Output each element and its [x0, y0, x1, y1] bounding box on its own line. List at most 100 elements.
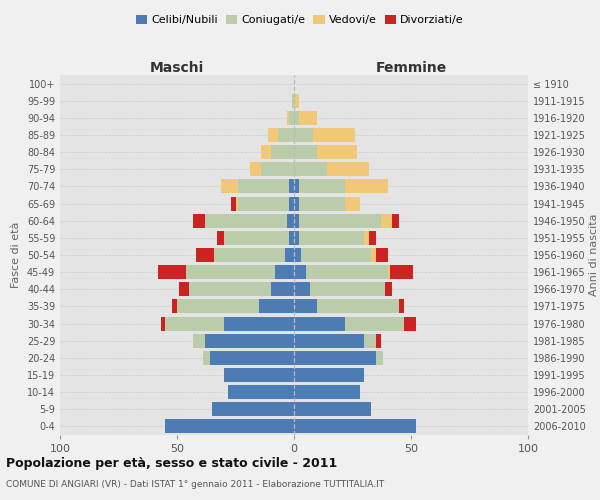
Bar	[203, 351, 210, 365]
Text: Maschi: Maschi	[150, 61, 204, 75]
Bar	[400, 300, 404, 314]
Bar	[294, 282, 310, 296]
Bar	[289, 111, 294, 125]
Bar	[229, 385, 294, 399]
Bar	[214, 248, 284, 262]
Bar	[193, 214, 205, 228]
Bar	[294, 162, 327, 176]
Bar	[294, 420, 416, 434]
Bar	[271, 145, 294, 159]
Bar	[278, 128, 294, 142]
Bar	[376, 334, 380, 347]
Bar	[238, 196, 289, 210]
Bar	[210, 351, 294, 365]
Bar	[294, 351, 376, 365]
Bar	[380, 214, 392, 228]
Bar	[369, 231, 376, 245]
Bar	[294, 94, 299, 108]
Bar	[299, 111, 317, 125]
Bar	[271, 282, 294, 296]
Bar	[177, 300, 259, 314]
Bar	[224, 368, 294, 382]
Bar	[179, 282, 188, 296]
Bar	[390, 265, 413, 279]
Bar	[205, 214, 287, 228]
Bar	[364, 231, 369, 245]
Bar	[299, 196, 346, 210]
Bar	[294, 248, 301, 262]
Bar	[294, 196, 299, 210]
Bar	[289, 231, 294, 245]
Bar	[275, 265, 294, 279]
Bar	[306, 265, 388, 279]
Bar	[294, 145, 317, 159]
Bar	[238, 180, 289, 194]
Bar	[231, 196, 235, 210]
Bar	[299, 214, 380, 228]
Bar	[196, 248, 214, 262]
Bar	[388, 265, 390, 279]
Bar	[261, 145, 271, 159]
Bar	[187, 265, 275, 279]
Bar	[224, 316, 294, 330]
Bar	[212, 402, 294, 416]
Text: COMUNE DI ANGIARI (VR) - Dati ISTAT 1° gennaio 2011 - Elaborazione TUTTITALIA.IT: COMUNE DI ANGIARI (VR) - Dati ISTAT 1° g…	[6, 480, 384, 489]
Bar	[294, 265, 306, 279]
Text: Femmine: Femmine	[376, 61, 446, 75]
Bar	[317, 145, 357, 159]
Bar	[294, 316, 346, 330]
Bar	[327, 162, 369, 176]
Y-axis label: Anni di nascita: Anni di nascita	[589, 214, 599, 296]
Text: Popolazione per età, sesso e stato civile - 2011: Popolazione per età, sesso e stato civil…	[6, 458, 337, 470]
Bar	[313, 128, 355, 142]
Bar	[294, 334, 364, 347]
Bar	[287, 111, 289, 125]
Bar	[292, 94, 294, 108]
Bar	[161, 316, 166, 330]
Bar	[189, 282, 271, 296]
Legend: Celibi/Nubili, Coniugati/e, Vedovi/e, Divorziati/e: Celibi/Nubili, Coniugati/e, Vedovi/e, Di…	[132, 10, 468, 29]
Bar	[299, 231, 364, 245]
Bar	[289, 196, 294, 210]
Bar	[294, 214, 299, 228]
Bar	[193, 334, 205, 347]
Bar	[166, 316, 224, 330]
Bar	[158, 265, 187, 279]
Bar	[385, 282, 392, 296]
Bar	[221, 180, 238, 194]
Bar	[294, 402, 371, 416]
Bar	[392, 214, 400, 228]
Bar	[371, 248, 376, 262]
Bar	[364, 334, 376, 347]
Y-axis label: Fasce di età: Fasce di età	[11, 222, 21, 288]
Bar	[346, 180, 388, 194]
Bar	[259, 300, 294, 314]
Bar	[268, 128, 278, 142]
Bar	[294, 128, 313, 142]
Bar	[166, 420, 294, 434]
Bar	[294, 231, 299, 245]
Bar	[346, 316, 404, 330]
Bar	[301, 248, 371, 262]
Bar	[376, 351, 383, 365]
Bar	[205, 334, 294, 347]
Bar	[294, 368, 364, 382]
Bar	[224, 231, 289, 245]
Bar	[317, 300, 400, 314]
Bar	[294, 180, 299, 194]
Bar	[217, 231, 224, 245]
Bar	[294, 300, 317, 314]
Bar	[294, 385, 359, 399]
Bar	[294, 111, 299, 125]
Bar	[250, 162, 261, 176]
Bar	[299, 180, 346, 194]
Bar	[376, 248, 388, 262]
Bar	[284, 248, 294, 262]
Bar	[289, 180, 294, 194]
Bar	[346, 196, 359, 210]
Bar	[172, 300, 177, 314]
Bar	[310, 282, 385, 296]
Bar	[235, 196, 238, 210]
Bar	[404, 316, 416, 330]
Bar	[287, 214, 294, 228]
